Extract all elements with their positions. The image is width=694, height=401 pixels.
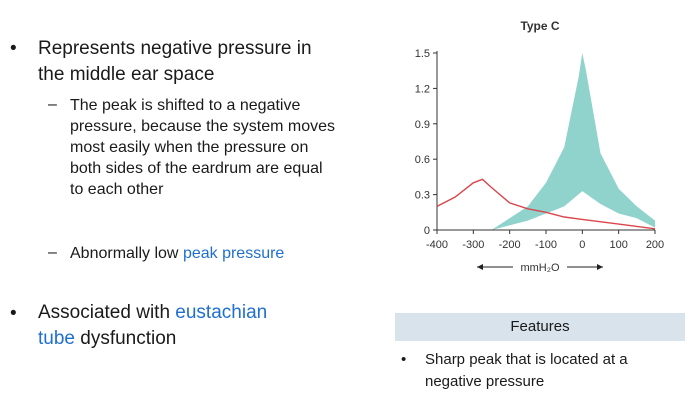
chart-svg: Type C 00.30.60.91.21.5-400 -300 -200 -100 0… <box>415 19 664 274</box>
sub-bullet-2-prefix: Abnormally low <box>70 245 183 262</box>
x-axis-label-group: mmH₂O <box>477 262 603 274</box>
sub-bullet-dash: – <box>48 96 57 113</box>
eustachian-word: eustachian <box>175 302 268 323</box>
x-axis-label: mmH₂O <box>520 262 560 274</box>
x-axis-arrowhead-right <box>597 264 603 270</box>
x-tick-label: -200 <box>499 239 521 251</box>
y-tick-label: 0 <box>424 225 430 237</box>
bullet-2-text: Associated with eustachian tube dysfuncti… <box>38 300 338 352</box>
tympanogram-chart: Type C 0 0.3 0.6 0.9 1.2 1.5 -400 -300 -200 -100 0… <box>395 10 685 285</box>
sub-bullet-dash: – <box>48 244 57 261</box>
x-tick-label: -300 <box>462 239 484 251</box>
curve-layer <box>436 178 656 230</box>
x-axis-arrowhead-left <box>477 264 483 270</box>
y-tick-label: 0.6 <box>415 154 430 166</box>
x-tick-label: 200 <box>646 239 664 251</box>
sub-bullet-2: Abnormally low peak pressure <box>70 243 340 264</box>
y-tick-label: 0.9 <box>415 119 430 131</box>
y-tick-label: 1.2 <box>415 83 430 95</box>
y-tick-label: 1.5 <box>415 48 430 60</box>
sub-bullet-1-text: The peak is shifted to a negative pressu… <box>70 97 336 198</box>
features-bullet-dot: • <box>401 351 407 368</box>
x-tick-label: -400 <box>426 239 448 251</box>
x-tick-label: -100 <box>535 239 557 251</box>
features-header: Features <box>395 313 685 341</box>
axes-layer: 0 0.3 0.6 0.9 1.2 1.5 -400 -300 -200 -100 0 100 200 <box>415 48 664 251</box>
chart-title: Type C <box>520 19 559 33</box>
peak-pressure-link: peak pressure <box>182 245 285 262</box>
y-tick-label: 0.3 <box>415 190 430 202</box>
tube-word: tube <box>38 328 75 349</box>
x-tick-label: 0 <box>579 239 585 251</box>
normal-range-band <box>491 53 655 230</box>
bullet-2-prefix: Associated with <box>38 302 176 323</box>
x-tick-label: 100 <box>609 239 627 251</box>
bullet-list: • Represents negative pressure in the mi… <box>10 38 340 352</box>
bullet-dot: • <box>10 38 17 59</box>
features-box: Features • Sharp peak that is located at… <box>395 313 685 401</box>
tympanogram-curve <box>436 178 656 230</box>
bullet-2-suffix: dysfunction <box>74 328 177 349</box>
normal-range-band-layer <box>491 53 655 230</box>
bullet-1-text: Represents negative pressure in the midd… <box>38 38 312 85</box>
bullet-dot: • <box>10 303 17 324</box>
features-item: Sharp peak that is located at a negative… <box>425 351 628 390</box>
